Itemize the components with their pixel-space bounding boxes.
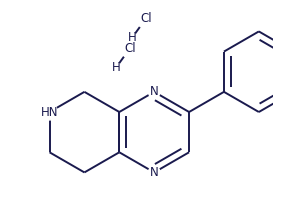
Text: N: N xyxy=(150,85,158,98)
Text: H: H xyxy=(112,61,121,74)
Circle shape xyxy=(148,167,160,178)
Circle shape xyxy=(42,104,58,120)
Text: N: N xyxy=(150,166,158,179)
Circle shape xyxy=(136,9,155,28)
Circle shape xyxy=(120,39,139,58)
Text: Cl: Cl xyxy=(140,12,152,25)
Circle shape xyxy=(111,63,121,72)
Circle shape xyxy=(127,33,137,43)
Text: HN: HN xyxy=(41,106,58,118)
Text: Cl: Cl xyxy=(124,42,136,55)
Circle shape xyxy=(148,86,160,98)
Text: H: H xyxy=(128,31,136,44)
